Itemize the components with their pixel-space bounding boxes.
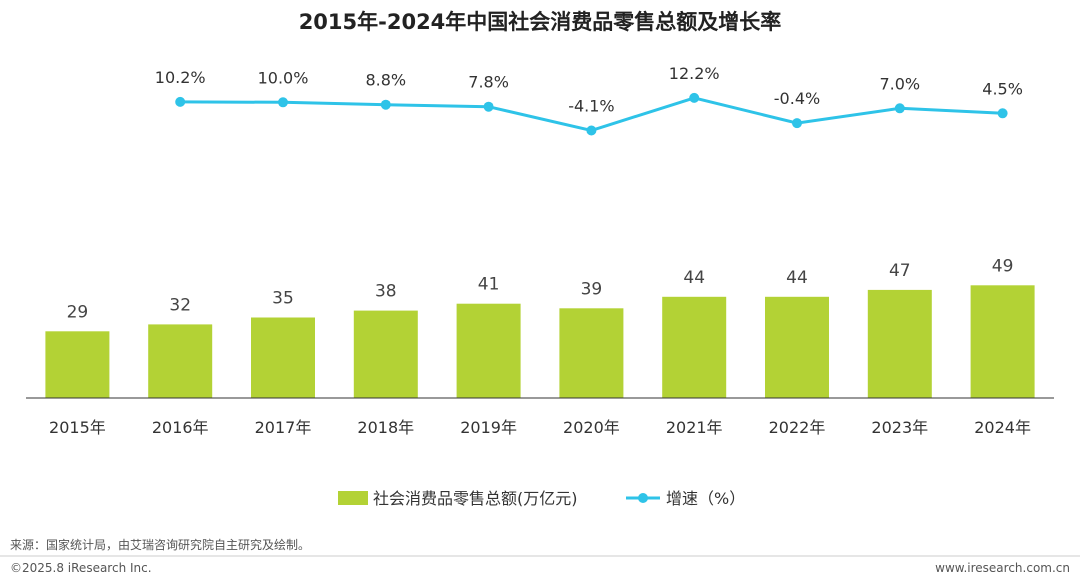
bar bbox=[765, 296, 829, 398]
rate-value-label: 12.2% bbox=[669, 64, 720, 83]
bar-value-label: 47 bbox=[889, 261, 911, 281]
x-tick-label: 2019年 bbox=[460, 418, 517, 437]
bar bbox=[251, 317, 315, 398]
x-tick-label: 2015年 bbox=[49, 418, 106, 437]
bar-group bbox=[45, 285, 1035, 398]
rate-value-label: 4.5% bbox=[982, 79, 1023, 98]
rate-point bbox=[586, 125, 597, 136]
bar-value-label: 44 bbox=[683, 268, 705, 288]
rate-point bbox=[380, 99, 391, 110]
bar-value-label: 35 bbox=[272, 289, 294, 309]
legend-bar-swatch bbox=[338, 491, 368, 505]
copyright-text: ©2025.8 iResearch Inc. bbox=[10, 561, 152, 575]
legend: 社会消费品零售总额(万亿元) 增速（%） bbox=[338, 489, 745, 508]
bar-label-group: 29 32 35 38 41 39 44 44 47 49 bbox=[67, 256, 1014, 322]
bar-value-label: 41 bbox=[478, 275, 500, 295]
bar-value-label: 38 bbox=[375, 282, 397, 302]
x-tick-label: 2024年 bbox=[974, 418, 1031, 437]
x-tick-label: 2016年 bbox=[152, 418, 209, 437]
x-tick-group: 2015年 2016年 2017年 2018年 2019年 2020年 2021年 2022年… bbox=[49, 418, 1031, 437]
legend-line-marker bbox=[638, 493, 648, 503]
x-tick-label: 2020年 bbox=[563, 418, 620, 437]
rate-value-label: -4.1% bbox=[568, 97, 614, 116]
bar bbox=[559, 308, 624, 398]
rate-point bbox=[483, 101, 494, 112]
rate-label-group: 10.2% 10.0% 8.8% 7.8% -4.1% 12.2% -0.4% 7.0% 4.5… bbox=[155, 64, 1023, 116]
legend-line-label: 增速（%） bbox=[666, 489, 745, 508]
bar bbox=[456, 303, 521, 398]
bar-value-label: 39 bbox=[581, 279, 603, 299]
bar bbox=[662, 296, 727, 398]
bar-value-label: 49 bbox=[992, 256, 1014, 276]
rate-point bbox=[689, 92, 700, 103]
source-note: 来源：国家统计局，由艾瑞咨询研究院自主研究及绘制。 bbox=[10, 537, 310, 552]
rate-point bbox=[175, 96, 186, 107]
rate-value-label: 10.2% bbox=[155, 68, 206, 87]
rate-value-label: -0.4% bbox=[774, 89, 820, 108]
rate-value-label: 8.8% bbox=[365, 71, 406, 90]
x-tick-label: 2023年 bbox=[871, 418, 928, 437]
rate-value-label: 7.8% bbox=[468, 73, 509, 92]
rate-line-group bbox=[175, 92, 1008, 136]
chart-title: 2015年-2024年中国社会消费品零售总额及增长率 bbox=[299, 10, 782, 34]
bar bbox=[148, 324, 213, 398]
bar-value-label: 29 bbox=[67, 302, 89, 322]
x-tick-label: 2022年 bbox=[769, 418, 826, 437]
bar bbox=[867, 289, 932, 398]
website-link[interactable]: www.iresearch.com.cn bbox=[935, 561, 1070, 575]
x-tick-label: 2017年 bbox=[255, 418, 312, 437]
x-tick-label: 2021年 bbox=[666, 418, 723, 437]
x-tick-label: 2018年 bbox=[357, 418, 414, 437]
rate-value-label: 7.0% bbox=[879, 74, 920, 93]
bar bbox=[353, 310, 418, 398]
legend-bar-label: 社会消费品零售总额(万亿元) bbox=[373, 489, 578, 508]
rate-point bbox=[792, 118, 802, 129]
bar-value-label: 44 bbox=[786, 268, 808, 288]
rate-point bbox=[894, 103, 905, 114]
rate-value-label: 10.0% bbox=[258, 68, 309, 87]
rate-point bbox=[997, 108, 1008, 119]
rate-point bbox=[278, 97, 288, 108]
bar bbox=[45, 331, 110, 398]
bar-value-label: 32 bbox=[169, 295, 191, 315]
bar bbox=[970, 285, 1035, 398]
